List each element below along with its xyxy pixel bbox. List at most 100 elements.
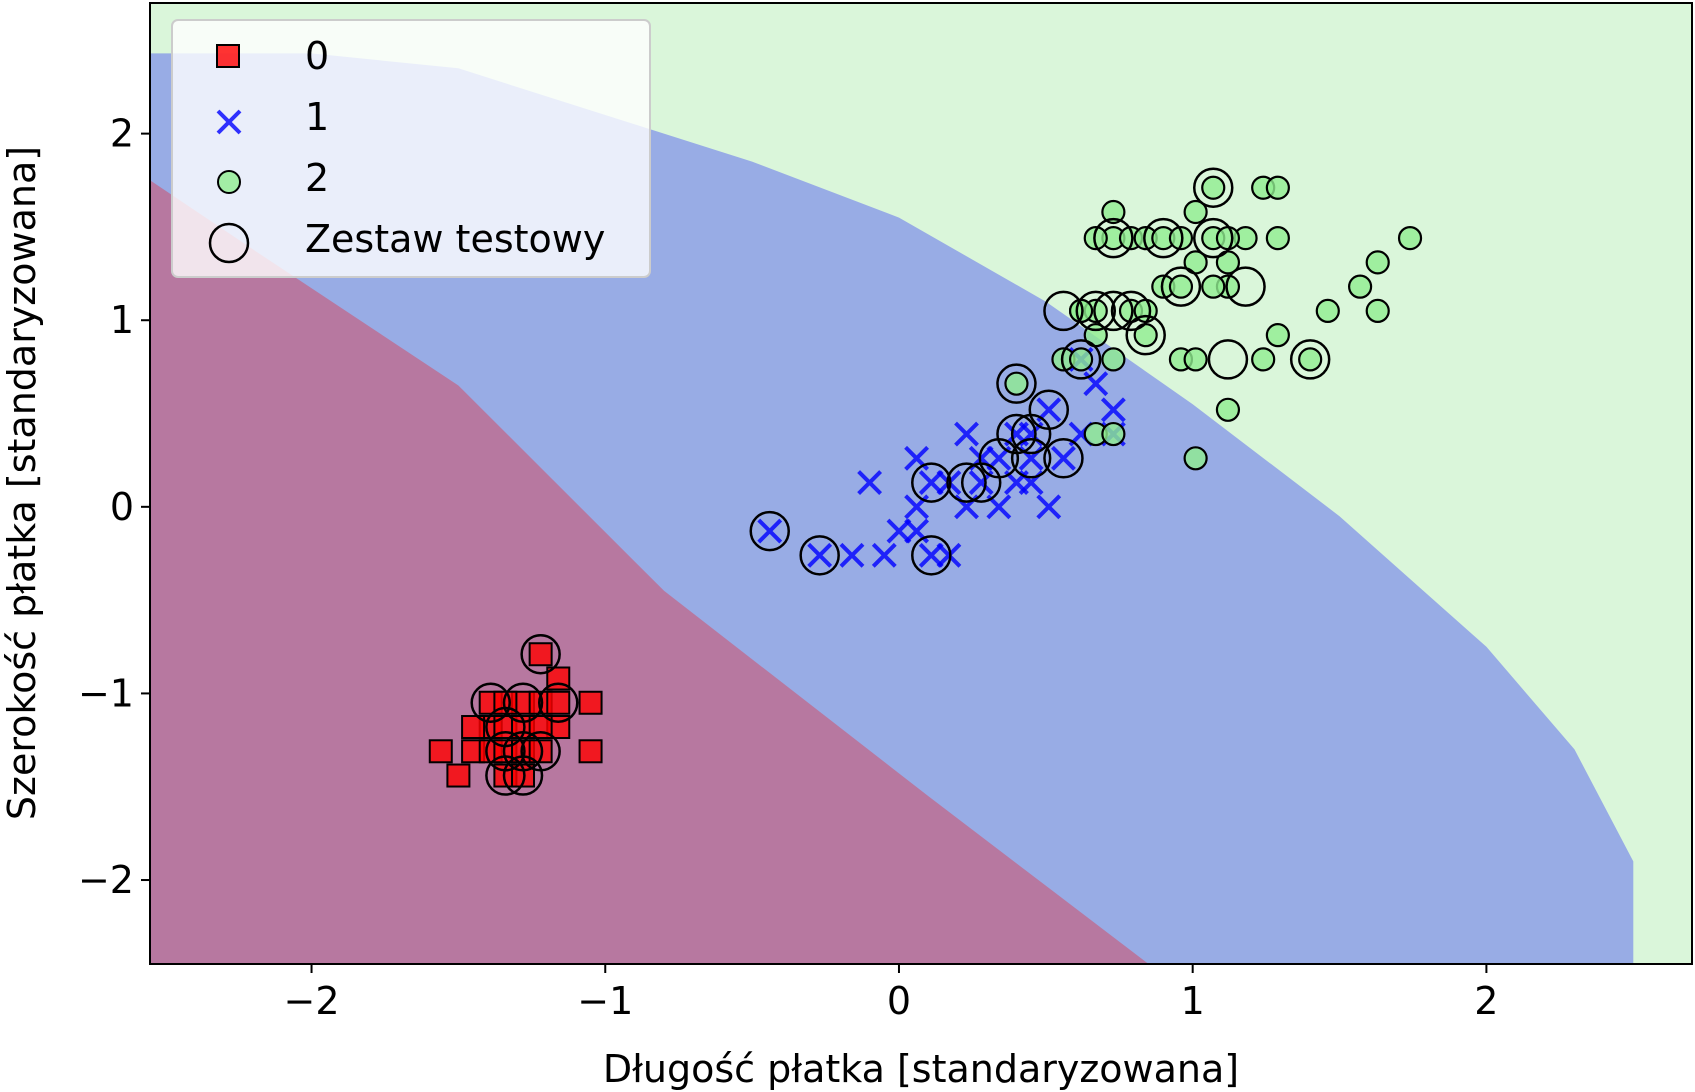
test-set-marker: [1043, 290, 1084, 332]
test-set-marker: [996, 413, 1037, 455]
test-set-markers: [470, 167, 1331, 796]
point-class-2: [1183, 446, 1208, 471]
point-class-1: [857, 470, 883, 495]
legend-label-1: 1: [305, 95, 329, 139]
test-set-marker: [538, 682, 579, 724]
test-set-marker: [1010, 438, 1052, 479]
region-class-0: [150, 180, 1149, 964]
y-tick-label: 2: [110, 112, 134, 156]
point-class-0: [578, 739, 603, 764]
test-set-marker: [1093, 290, 1134, 332]
point-class-2: [1397, 226, 1423, 251]
test-set-marker: [1289, 339, 1331, 380]
x-tick-label: 0: [887, 979, 911, 1023]
point-class-1: [936, 542, 962, 568]
point-class-0: [546, 690, 571, 715]
test-set-marker: [1160, 266, 1202, 307]
point-class-0: [428, 739, 453, 764]
point-class-0: [578, 690, 603, 715]
legend: 0 1 2 Zestaw testowy: [171, 19, 651, 278]
point-class-2: [1183, 347, 1208, 372]
point-class-2: [1101, 347, 1126, 372]
y-tick-label: 1: [110, 298, 134, 342]
test-set-marker: [502, 682, 544, 724]
y-tick-label: 0: [110, 485, 134, 529]
point-class-2: [1004, 371, 1029, 396]
y-axis-label: Szerokość płatka [standaryzowana]: [0, 146, 44, 820]
test-set-marker: [1093, 217, 1134, 259]
point-class-1: [1051, 445, 1076, 471]
point-class-2: [1183, 199, 1208, 225]
legend-marker-circle-icon: [217, 170, 241, 194]
legend-label-0: 0: [305, 34, 329, 78]
y-tick-label: −1: [78, 671, 134, 715]
legend-marker-square-icon: [216, 44, 240, 68]
test-set-marker: [1225, 266, 1266, 307]
point-class-0: [528, 739, 553, 764]
legend-box: [171, 19, 651, 278]
point-class-1: [871, 542, 897, 568]
point-class-1: [918, 542, 944, 568]
plot-frame: [149, 2, 1693, 965]
point-class-2: [1365, 250, 1390, 275]
legend-marker-open-circle-icon: [208, 222, 250, 264]
point-class-1: [954, 421, 979, 447]
test-set-marker: [1060, 339, 1102, 380]
test-set-marker: [502, 731, 544, 772]
point-class-2: [1365, 298, 1390, 323]
test-set-marker: [1043, 438, 1084, 479]
point-class-1: [1036, 494, 1062, 520]
x-tick-label: −2: [284, 979, 340, 1023]
legend-entry-0: 0: [216, 34, 329, 78]
point-class-2: [1215, 397, 1241, 422]
point-class-2: [1168, 274, 1194, 299]
test-set-marker: [1207, 339, 1249, 380]
y-tick-label: −2: [78, 858, 134, 902]
x-tick-label: 1: [1181, 979, 1205, 1023]
test-set-marker: [520, 633, 561, 675]
point-class-2: [1201, 274, 1226, 299]
point-class-1: [936, 470, 962, 495]
legend-entry-1: 1: [216, 95, 329, 139]
point-class-1: [757, 518, 783, 544]
point-class-2: [1265, 175, 1290, 200]
test-set-marker: [1143, 217, 1184, 259]
point-class-2: [1215, 226, 1241, 251]
test-set-marker: [1028, 389, 1070, 431]
legend-label-2: 2: [305, 156, 329, 200]
point-class-2: [1101, 421, 1126, 447]
legend-marker-x-icon: [216, 109, 242, 135]
point-class-1: [1100, 397, 1126, 423]
point-class-2: [1251, 347, 1276, 372]
test-set-marker: [1125, 314, 1166, 356]
test-set-marker: [1110, 290, 1152, 332]
point-class-1: [886, 518, 912, 544]
point-class-2: [1265, 323, 1290, 348]
point-class-2: [1083, 226, 1108, 251]
y-axis: −2 −1 0 1 2: [78, 112, 150, 902]
legend-label-test-set: Zestaw testowy: [305, 217, 605, 261]
point-class-2: [1315, 298, 1340, 323]
point-class-2: [1348, 274, 1373, 299]
test-set-marker: [996, 363, 1037, 404]
point-class-1: [839, 542, 865, 568]
point-class-0: [528, 642, 553, 667]
test-set-marker: [520, 731, 561, 772]
x-axis: −2 −1 0 1 2: [284, 964, 1498, 1023]
legend-entry-2: 2: [217, 156, 329, 200]
point-class-2: [1265, 226, 1290, 251]
point-class-0: [461, 715, 486, 740]
test-set-marker: [911, 535, 952, 576]
legend-entry-test-set: Zestaw testowy: [208, 217, 605, 264]
point-class-1: [807, 542, 833, 568]
point-class-0: [446, 763, 471, 788]
test-set-marker: [799, 535, 840, 576]
plot-area: [149, 2, 1693, 965]
x-axis-label: Długość płatka [standaryzowana]: [603, 1047, 1239, 1091]
point-class-2: [1101, 199, 1126, 225]
test-set-marker: [470, 682, 511, 724]
test-set-marker: [911, 462, 952, 503]
test-set-marker: [1192, 217, 1234, 259]
point-class-2: [1168, 226, 1194, 251]
